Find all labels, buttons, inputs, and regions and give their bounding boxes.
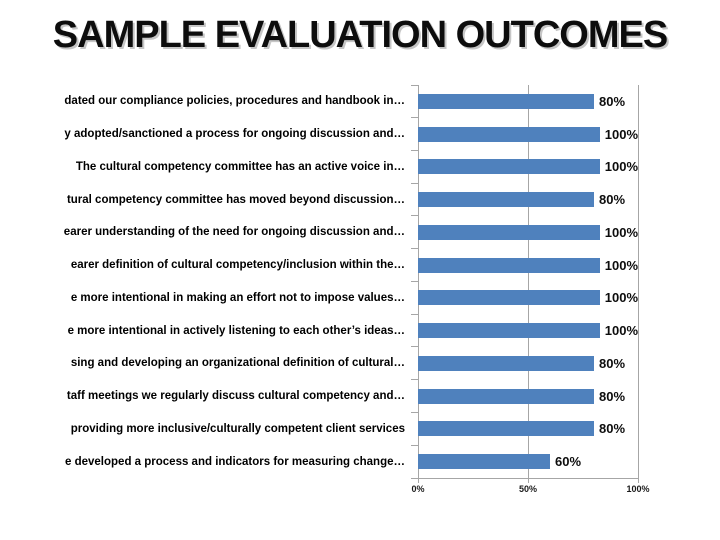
chart-row: earer understanding of the need for ongo… [0, 216, 720, 249]
bar-zone: 100% [418, 282, 638, 315]
data-label: 80% [599, 388, 626, 404]
bar [418, 421, 594, 437]
y-axis-tick [411, 313, 418, 315]
bar [418, 257, 600, 273]
bar [418, 355, 594, 371]
bar [418, 224, 600, 240]
data-label: 100% [604, 323, 638, 339]
y-axis-tick [411, 248, 418, 250]
gridline-0% [417, 85, 419, 478]
y-axis-tick [411, 444, 418, 446]
bar-zone: 100% [418, 118, 638, 151]
category-label: dated our compliance policies, procedure… [64, 95, 405, 108]
x-tick-label: 0% [411, 484, 425, 494]
data-label: 100% [604, 257, 638, 273]
chart-rows: dated our compliance policies, procedure… [0, 85, 720, 478]
category-label: e more intentional in making an effort n… [70, 291, 405, 304]
bar-zone: 80% [418, 413, 638, 446]
y-axis-tick [411, 379, 418, 381]
y-axis-tick [411, 149, 418, 151]
bar [418, 159, 600, 175]
chart-row: The cultural competency committee has an… [0, 151, 720, 184]
chart-row: y adopted/sanctioned a process for ongoi… [0, 118, 720, 151]
bar-zone: 80% [418, 183, 638, 216]
data-label: 60% [555, 454, 582, 470]
data-label: 80% [599, 192, 626, 208]
plot-area: 0% 50% 100% [411, 84, 650, 494]
chart-row: taff meetings we regularly discuss cultu… [0, 380, 720, 413]
bar-zone: 100% [418, 314, 638, 347]
data-label: 100% [604, 159, 638, 175]
category-label: tural competency committee has moved bey… [66, 193, 405, 206]
y-axis-tick [411, 182, 418, 184]
gridline-50% [527, 85, 529, 478]
bar-zone: 100% [418, 249, 638, 282]
bar-zone: 100% [418, 151, 638, 184]
y-axis-tick [411, 84, 418, 86]
bar-chart: 0% 50% 100% dated our compliance policies,… [0, 84, 720, 494]
bar-zone: 80% [418, 380, 638, 413]
data-label: 80% [599, 421, 626, 437]
data-label: 80% [599, 355, 626, 371]
category-label: earer understanding of the need for ongo… [63, 226, 405, 239]
category-label: providing more inclusive/culturally comp… [70, 422, 405, 435]
category-label: e developed a process and indicators for… [65, 455, 405, 468]
bar [418, 93, 594, 109]
gridline-100% [637, 85, 639, 478]
y-axis-tick [411, 281, 418, 282]
category-label: y adopted/sanctioned a process for ongoi… [64, 128, 405, 141]
bar-zone: 60% [418, 445, 638, 478]
x-tick-label: 100% [626, 484, 650, 494]
y-axis-tick [411, 477, 418, 479]
y-axis-tick [411, 215, 418, 217]
bar-zone: 100% [418, 216, 638, 249]
chart-row: e more intentional in making an effort n… [0, 282, 720, 315]
chart-row: providing more inclusive/culturally comp… [0, 413, 720, 446]
category-label: The cultural competency committee has an… [75, 160, 405, 173]
bar [418, 126, 600, 142]
data-label: 80% [599, 93, 626, 109]
category-label: e more intentional in actively listening… [67, 324, 405, 337]
chart-row: e developed a process and indicators for… [0, 445, 720, 478]
bar [418, 454, 550, 470]
chart-row: sing and developing an organizational de… [0, 347, 720, 380]
bar-zone: 80% [418, 347, 638, 380]
y-axis-tick [411, 346, 418, 348]
category-label: taff meetings we regularly discuss cultu… [66, 390, 405, 403]
y-axis-tick [411, 117, 418, 119]
x-axis-tick [417, 478, 419, 483]
category-label: earer definition of cultural competency/… [70, 259, 405, 272]
category-label: sing and developing an organizational de… [70, 357, 405, 370]
chart-row: earer definition of cultural competency/… [0, 249, 720, 282]
slide-title: SAMPLE EVALUATION OUTCOMES [52, 14, 668, 56]
y-axis-tick [411, 412, 418, 413]
bar [418, 290, 600, 306]
bar [418, 192, 594, 208]
x-axis-tick [637, 478, 639, 483]
bar [418, 323, 600, 339]
x-tick-label: 50% [518, 484, 538, 494]
chart-row: e more intentional in actively listening… [0, 314, 720, 347]
data-label: 100% [604, 224, 638, 240]
chart-row: dated our compliance policies, procedure… [0, 85, 720, 118]
data-label: 100% [604, 126, 638, 142]
data-label: 100% [604, 290, 638, 306]
x-axis-tick [527, 478, 529, 483]
chart-row: tural competency committee has moved bey… [0, 183, 720, 216]
bar-zone: 80% [418, 85, 638, 118]
bar [418, 388, 594, 404]
